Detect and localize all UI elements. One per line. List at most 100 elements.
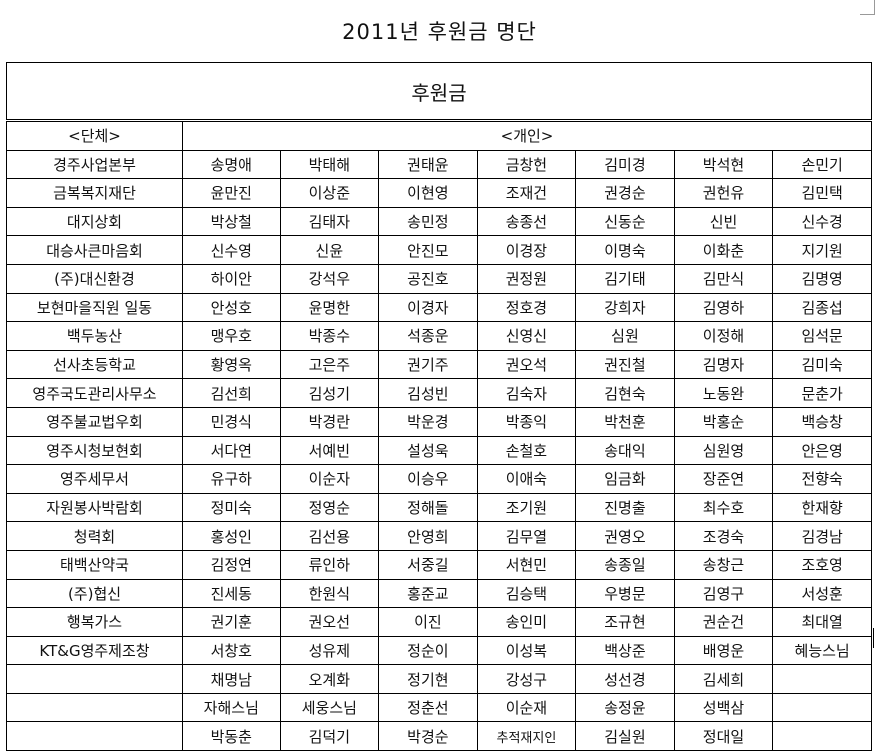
person-name-cell: 정대일 — [673, 721, 774, 752]
person-name-cell: 황영옥 — [182, 349, 281, 380]
person-name-cell: 송종선 — [476, 206, 577, 237]
org-name-cell: 행복가스 — [6, 607, 183, 637]
person-name-cell: 조경숙 — [673, 521, 774, 551]
person-name-cell: 자해스님 — [182, 692, 281, 723]
person-name-cell: 신윤 — [279, 235, 380, 265]
person-name-cell: 정해돌 — [378, 492, 478, 523]
person-name-cell: 박운경 — [378, 406, 478, 437]
person-name-cell: 고은주 — [279, 349, 380, 380]
person-name-cell: 이애숙 — [476, 464, 577, 494]
person-name-cell: 권오선 — [279, 607, 380, 637]
person-name-cell: 조규현 — [575, 607, 675, 637]
table-row: 보현마을직원 일동 안성호 윤명한 이경자 정호경 강희자 김영하 김종섭 — [6, 292, 872, 323]
person-name-cell: 진세동 — [182, 578, 281, 609]
person-name-cell: 서다연 — [182, 435, 281, 466]
table-row: 금복복지재단 윤만진 이상준 이현영 조재건 권경순 권헌유 김민택 — [6, 178, 872, 208]
person-name-cell: 신동순 — [575, 206, 675, 237]
person-name-cell: 정호경 — [476, 292, 577, 323]
table-row: 태백산약국 김정연 류인하 서중길 서현민 송종일 송창근 조호영 — [6, 549, 872, 580]
person-name-cell — [772, 721, 872, 752]
person-name-cell: 김현숙 — [575, 378, 675, 408]
person-name-cell: 진명출 — [575, 492, 675, 523]
person-name-cell: 이순자 — [279, 464, 380, 494]
person-name-cell: 이화춘 — [673, 235, 774, 265]
person-name-cell: 김명영 — [772, 263, 872, 294]
person-name-cell: 이승우 — [378, 464, 478, 494]
org-name-cell: 태백산약국 — [6, 549, 183, 580]
person-name-cell: 유구하 — [182, 464, 281, 494]
person-name-cell — [772, 692, 872, 723]
person-name-cell: 안진모 — [378, 235, 478, 265]
person-name-cell: 이진 — [378, 607, 478, 637]
person-name-cell: 강석우 — [279, 263, 380, 294]
person-name-cell: 신수영 — [182, 235, 281, 265]
person-name-cell: 임석문 — [772, 321, 872, 351]
person-name-cell: 이상준 — [279, 178, 380, 208]
person-name-cell: 김명자 — [673, 349, 774, 380]
person-name-cell: 송인미 — [476, 607, 577, 637]
person-name-cell: 문춘가 — [772, 378, 872, 408]
person-name-cell: 김선용 — [279, 521, 380, 551]
table-row: 선사초등학교 황영옥 고은주 권기주 권오석 권진철 김명자 김미숙 — [6, 349, 872, 380]
person-name-cell: 김경남 — [772, 521, 872, 551]
person-name-cell: 권정원 — [476, 263, 577, 294]
person-name-cell: 박태해 — [279, 149, 380, 180]
org-name-cell: 영주세무서 — [6, 464, 183, 494]
person-name-cell: 김정연 — [182, 549, 281, 580]
person-name-cell: 안은영 — [772, 435, 872, 466]
person-name-cell: 김덕기 — [279, 721, 380, 752]
person-name-cell: 송종일 — [575, 549, 675, 580]
org-name-cell: 청력회 — [6, 521, 183, 551]
person-name-cell: 조재건 — [476, 178, 577, 208]
person-name-cell: 송정윤 — [575, 692, 675, 723]
org-name-cell: 경주사업본부 — [6, 149, 183, 180]
table-row: 박동춘 김덕기 박경순 추적재지인 김실원 정대일 — [6, 721, 872, 752]
person-name-cell: 혜능스님 — [772, 635, 872, 666]
person-name-cell: 이순재 — [476, 692, 577, 723]
person-name-cell: 신빈 — [673, 206, 774, 237]
person-name-cell: 최대열 — [772, 607, 872, 637]
person-name-cell: 조기원 — [476, 492, 577, 523]
person-name-cell: 송창근 — [673, 549, 774, 580]
person-name-cell: 박경란 — [279, 406, 380, 437]
person-name-cell: 김성빈 — [378, 378, 478, 408]
person-name-cell: 오계화 — [279, 664, 380, 694]
person-name-cell: 전향숙 — [772, 464, 872, 494]
org-name-cell — [6, 664, 183, 694]
person-name-cell: 김만식 — [673, 263, 774, 294]
person-name-cell: 권진철 — [575, 349, 675, 380]
person-name-cell: 김실원 — [575, 721, 675, 752]
person-name-cell: 김종섭 — [772, 292, 872, 323]
person-name-cell: 김미경 — [575, 149, 675, 180]
person-name-cell: 김영하 — [673, 292, 774, 323]
table-row: 청력회 홍성인 김선용 안영희 김무열 권영오 조경숙 김경남 — [6, 521, 872, 551]
table-row: 자원봉사박람회 정미숙 정영순 정해돌 조기원 진명출 최수호 한재향 — [6, 492, 872, 523]
person-name-cell: 권기훈 — [182, 607, 281, 637]
person-name-cell: 박동춘 — [182, 721, 281, 752]
table-row: 경주사업본부 송명애 박태해 권태윤 금창헌 김미경 박석현 손민기 — [6, 149, 872, 180]
table-row: 행복가스 권기훈 권오선 이진 송인미 조규현 권순건 최대열 — [6, 607, 872, 637]
person-name-cell: 권영오 — [575, 521, 675, 551]
person-name-cell: 하이안 — [182, 263, 281, 294]
table-row: 영주시청보현회 서다연 서예빈 설성욱 손철호 송대익 심원영 안은영 — [6, 435, 872, 466]
person-name-cell: 우병문 — [575, 578, 675, 609]
person-name-cell: 박경순 — [378, 721, 478, 752]
person-name-cell: 추적재지인 — [476, 721, 577, 752]
org-name-cell — [6, 721, 183, 752]
page-corner-mark — [860, 0, 875, 15]
table-caption: 후원금 — [6, 62, 872, 122]
person-name-cell: 성백삼 — [673, 692, 774, 723]
person-name-cell: 맹우호 — [182, 321, 281, 351]
org-name-cell: (주)대신환경 — [6, 263, 183, 294]
person-name-cell: 손철호 — [476, 435, 577, 466]
person-name-cell: 권순건 — [673, 607, 774, 637]
person-name-cell: 권기주 — [378, 349, 478, 380]
org-name-cell: 금복복지재단 — [6, 178, 183, 208]
org-name-cell: 영주불교법우회 — [6, 406, 183, 437]
person-name-cell: 김성기 — [279, 378, 380, 408]
person-name-cell: 정기현 — [378, 664, 478, 694]
table-row: 대지상회 박상철 김태자 송민정 송종선 신동순 신빈 신수경 — [6, 206, 872, 237]
person-name-cell: 세웅스님 — [279, 692, 380, 723]
person-name-cell: 신영신 — [476, 321, 577, 351]
org-name-cell: 영주국도관리사무소 — [6, 378, 183, 408]
